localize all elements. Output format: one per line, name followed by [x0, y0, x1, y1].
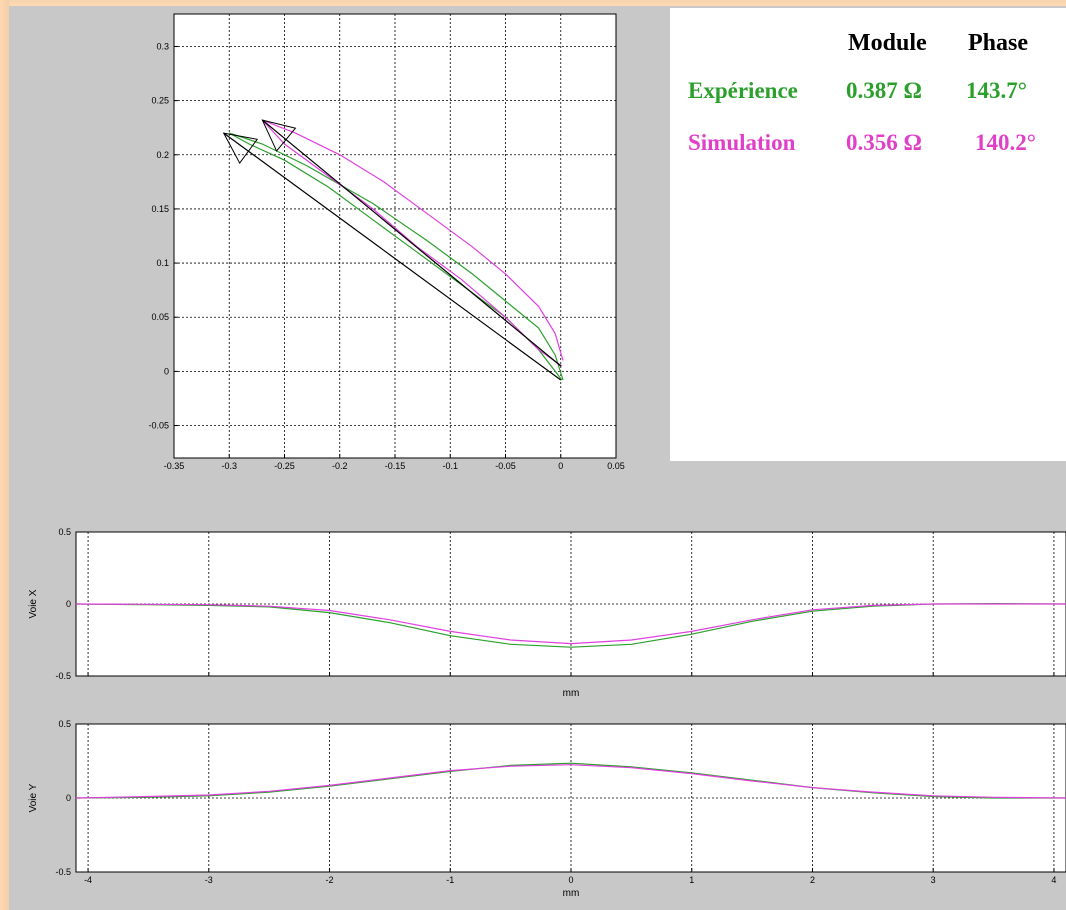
window-frame-top	[0, 0, 1066, 6]
x-tick-label: -3	[205, 875, 213, 885]
legend-header-module: Module	[848, 30, 927, 56]
x-tick-label: 2	[810, 875, 815, 885]
series-line	[75, 762, 1066, 799]
legend-simulation-label: Simulation	[688, 130, 796, 155]
y-axis-label: Voie Y	[28, 783, 39, 812]
y-axis-label: Voie X	[28, 589, 39, 618]
legend-experience-module: 0.387 Ω	[846, 78, 922, 103]
x-axis-label: mm	[563, 688, 580, 699]
legend-simulation-module: 0.356 Ω	[846, 130, 922, 155]
legend-experience-phase: 143.7°	[966, 78, 1027, 103]
x-tick-label: 4	[1051, 875, 1056, 885]
legend-simulation-phase: 140.2°	[975, 130, 1036, 155]
series-line	[75, 764, 1066, 799]
series-line	[223, 132, 562, 381]
y-tick-label: -0.5	[55, 671, 71, 681]
x-tick-label: -0.25	[274, 461, 295, 471]
series-line	[261, 119, 564, 367]
x-axis-label: mm	[563, 888, 580, 899]
x-tick-label: -1	[446, 875, 454, 885]
x-tick-label: -0.2	[332, 461, 348, 471]
legend-header-phase: Phase	[968, 30, 1028, 56]
legend-panel: Module Phase Expérience 0.387 Ω 143.7° S…	[670, 8, 1066, 461]
voie-x-chart: -0.5 0 0.5 mm Voie X	[28, 527, 1066, 699]
y-tick-label: 0.3	[156, 41, 169, 51]
x-tick-label: -4	[84, 875, 92, 885]
x-tick-label: 1	[689, 875, 694, 885]
y-tick-label: 0	[66, 793, 71, 803]
impedance-plane-chart: -0.35 -0.3 -0.25 -0.2 -0.15 -0.1 -0.05 0 0.05 -0.…	[148, 13, 625, 471]
y-tick-label: 0.1	[156, 258, 169, 268]
series-line	[262, 119, 562, 367]
y-tick-label: 0	[66, 599, 71, 609]
x-tick-label: 0.05	[607, 461, 625, 471]
x-tick-label: -0.15	[385, 461, 406, 471]
y-tick-label: 0	[164, 366, 169, 376]
x-tick-label: 3	[931, 875, 936, 885]
vector-arrowhead	[222, 132, 259, 165]
x-tick-label: -0.35	[164, 461, 185, 471]
y-tick-label: 0.5	[58, 719, 71, 729]
x-tick-label: 0	[568, 875, 573, 885]
y-tick-label: 0.25	[151, 96, 169, 106]
y-tick-label: 0.5	[58, 527, 71, 537]
y-tick-label: 0.05	[151, 312, 169, 322]
x-tick-label: -0.1	[442, 461, 458, 471]
y-tick-label: -0.5	[55, 867, 71, 877]
series-line	[75, 603, 1066, 645]
x-tick-label: -2	[326, 875, 334, 885]
x-tick-label: -0.3	[221, 461, 237, 471]
y-tick-label: 0.15	[151, 204, 169, 214]
x-tick-label: -0.05	[495, 461, 516, 471]
window-frame-left	[0, 0, 9, 910]
x-tick-label: 0	[558, 461, 563, 471]
y-tick-label: -0.05	[148, 421, 169, 431]
voie-y-chart: -4 -3 -2 -1 0 1 2 3 4 -0.5 0 0.5 mm Voie Y	[28, 719, 1066, 899]
y-tick-label: 0.2	[156, 150, 169, 160]
vector-arrowhead	[261, 119, 297, 152]
legend-experience-label: Expérience	[688, 78, 798, 103]
